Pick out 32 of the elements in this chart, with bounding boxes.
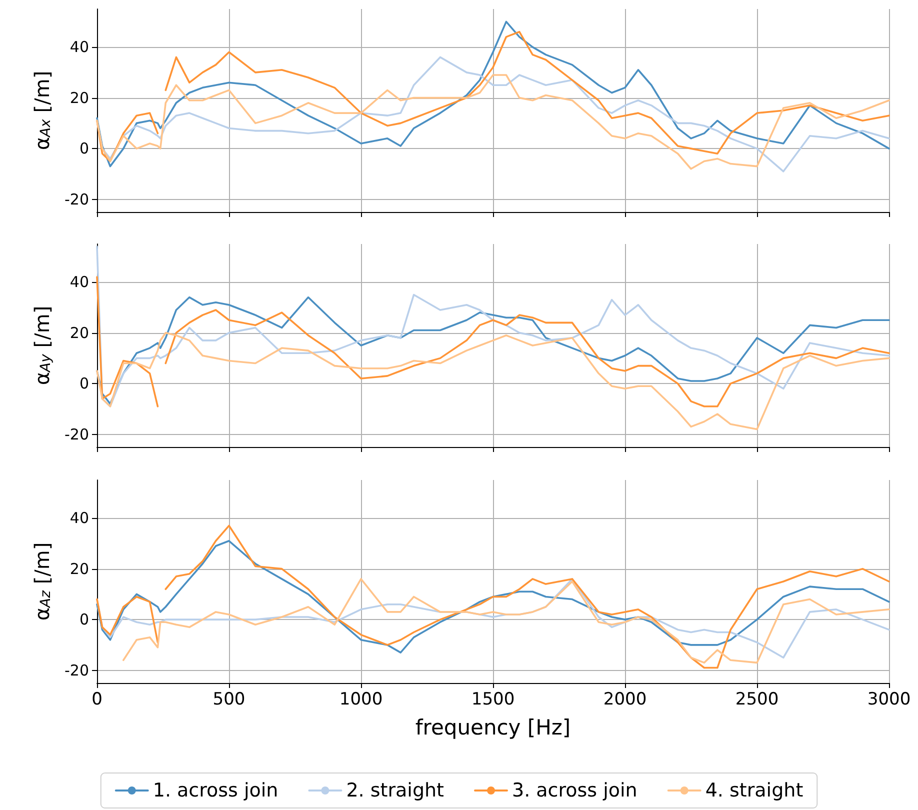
y-tick-label: 0	[79, 610, 89, 629]
y-tick-label: 0	[79, 140, 89, 158]
line-series	[96, 540, 890, 654]
y-tick-label: -20	[64, 190, 89, 208]
x-tick-label: 0	[92, 690, 102, 710]
legend-label: 1. across join	[152, 780, 278, 802]
x-tick-label: 2000	[603, 690, 647, 710]
x-tick-label: 3000	[867, 690, 911, 710]
line-series	[96, 332, 890, 430]
y-axis-title: αAy [/m]	[30, 306, 54, 386]
y-tick-label: 20	[70, 88, 89, 107]
y-tick-label: 20	[70, 324, 89, 342]
x-tick-label: 1500	[471, 690, 515, 710]
y-tick-label: -20	[64, 661, 89, 680]
line-series	[96, 74, 890, 170]
legend-label: 4. straight	[705, 780, 804, 802]
line-series	[96, 296, 890, 405]
x-axis-title: frequency [Hz]	[415, 716, 571, 740]
y-tick-label: 40	[70, 509, 89, 528]
y-tick-label: -20	[64, 425, 89, 444]
x-tick-label: 1000	[339, 690, 383, 710]
y-tick-label: 20	[70, 560, 89, 578]
legend-label: 3. across join	[512, 780, 638, 802]
x-tick-label: 2500	[735, 690, 779, 710]
y-tick-label: 0	[79, 374, 89, 393]
y-tick-label: 40	[70, 273, 89, 292]
y-axis-title: αAz [/m]	[30, 542, 54, 621]
x-tick-label: 500	[212, 690, 246, 710]
y-axis-title: αAx [/m]	[30, 70, 54, 150]
y-tick-label: 40	[70, 38, 89, 56]
legend-label: 2. straight	[346, 780, 444, 802]
line-series	[96, 246, 890, 408]
